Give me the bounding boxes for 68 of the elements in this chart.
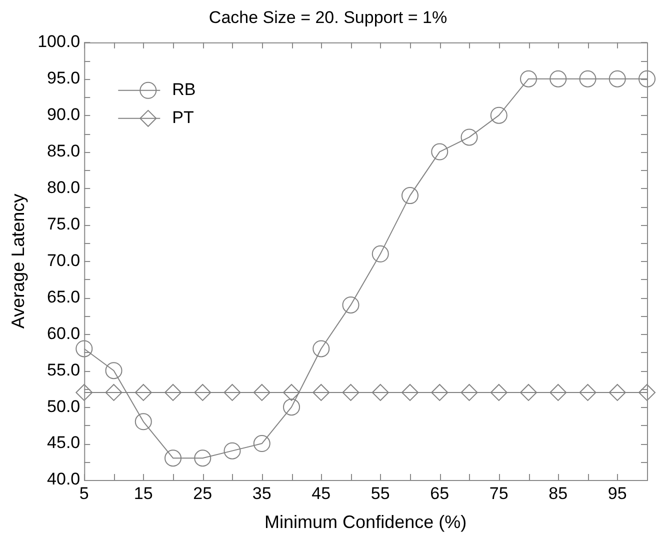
point [550, 70, 567, 88]
x-tick-label: 75 [489, 484, 508, 503]
y-tick-label: 100.0 [38, 32, 80, 52]
point [342, 384, 360, 401]
chart-title: Cache Size = 20. Support = 1% [208, 8, 448, 27]
y-tick-label: 55.0 [47, 360, 80, 380]
y-tick-label: 70.0 [47, 250, 80, 270]
point [372, 384, 389, 401]
point [579, 384, 596, 401]
legend-label: PT [172, 108, 194, 128]
point [76, 340, 93, 358]
point [134, 413, 152, 430]
y-tick-label: 45.0 [47, 433, 80, 452]
y-axis-title: Average Latency [8, 194, 28, 329]
point [608, 384, 626, 401]
point [194, 450, 212, 467]
point [312, 340, 330, 358]
point [550, 384, 567, 401]
point [372, 245, 389, 262]
x-tick-label: 15 [134, 484, 153, 503]
x-tick-label: 5 [79, 484, 89, 503]
point [105, 362, 122, 380]
point [76, 384, 93, 401]
x-tick-label: 25 [193, 484, 212, 503]
point [283, 398, 300, 416]
x-tick-label: 35 [252, 484, 272, 503]
point [638, 70, 656, 88]
point [431, 384, 448, 401]
point [490, 384, 508, 401]
y-tick-label: 40.0 [47, 470, 80, 489]
point [402, 384, 419, 401]
point [608, 70, 626, 88]
x-tick-label: 65 [430, 484, 450, 503]
legend-label: RB [172, 80, 196, 100]
y-tick-label: 90.0 [47, 105, 80, 124]
x-tick-label: 45 [312, 484, 331, 503]
point [224, 384, 241, 401]
point [460, 384, 478, 401]
point [105, 384, 122, 401]
point [638, 384, 656, 401]
point [224, 442, 241, 460]
y-tick-label: 85.0 [47, 141, 80, 160]
point [312, 384, 330, 401]
y-tick-label: 80.0 [47, 178, 80, 197]
point [579, 70, 596, 88]
y-tick-label: 50.0 [47, 396, 80, 416]
x-axis-title: Minimum Confidence (%) [264, 512, 467, 532]
point [431, 143, 448, 160]
point [134, 384, 152, 401]
point [253, 384, 270, 401]
point [194, 384, 212, 401]
point [520, 384, 538, 401]
point [253, 435, 270, 452]
point [520, 70, 538, 88]
y-tick-label: 65.0 [47, 287, 80, 306]
point [283, 384, 300, 401]
point [460, 128, 478, 146]
point [402, 187, 419, 204]
y-tick-label: 75.0 [47, 214, 80, 234]
x-tick-label: 85 [548, 484, 568, 503]
point [490, 106, 508, 124]
point [342, 296, 360, 314]
point [164, 450, 182, 467]
y-tick-label: 95.0 [47, 68, 80, 88]
y-tick-label: 60.0 [47, 324, 80, 343]
x-tick-label: 55 [370, 484, 390, 503]
x-tick-label: 95 [608, 484, 627, 503]
point [164, 384, 182, 401]
